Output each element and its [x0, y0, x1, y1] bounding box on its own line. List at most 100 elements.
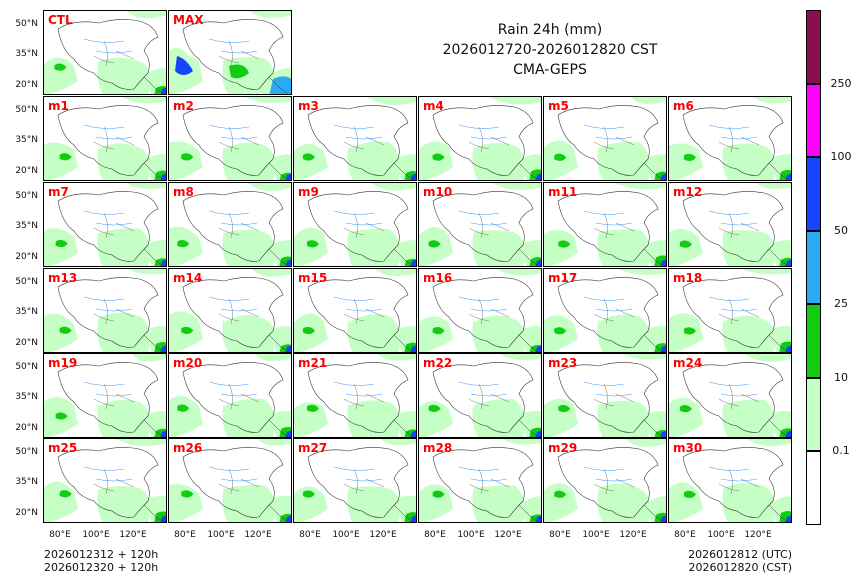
- coastline: [268, 162, 289, 180]
- panel-label: m6: [673, 99, 694, 113]
- heavy-rain-east: [785, 173, 791, 180]
- init-time-cst: 2026012320 + 120h: [44, 561, 159, 574]
- country-outline: [182, 447, 284, 518]
- moderate-rain-west: [181, 326, 194, 334]
- panel-m9: m9: [293, 182, 417, 267]
- moderate-rain-west: [55, 412, 68, 420]
- moderate-rain-west: [302, 326, 315, 335]
- country-outline: [182, 362, 284, 433]
- lat-tick-label: 50°N: [15, 447, 38, 457]
- moderate-rain-west: [554, 327, 567, 335]
- heavy-rain-east: [785, 515, 791, 522]
- colorbar-level-label: 0.1: [832, 444, 850, 458]
- panel-m1: m1: [43, 96, 167, 181]
- rivers: [458, 466, 508, 482]
- rain-area-south: [97, 399, 150, 437]
- moderate-rain-west: [683, 490, 696, 498]
- coastline: [643, 504, 664, 522]
- coastline: [143, 334, 164, 352]
- province-lines: [218, 383, 260, 410]
- rain-area-south: [347, 228, 400, 266]
- province-lines: [468, 298, 510, 325]
- country-outline: [682, 191, 784, 262]
- coastline: [268, 504, 289, 522]
- lat-tick-label: 20°N: [15, 252, 38, 262]
- rain-map: [419, 183, 541, 266]
- moderate-rain-west: [558, 404, 571, 413]
- province-lines: [343, 212, 385, 239]
- lat-tick-label: 50°N: [15, 105, 38, 115]
- moderate-rain-west: [428, 240, 441, 248]
- rain-area-south: [97, 143, 150, 180]
- lon-tick-label: 100°E: [457, 530, 485, 540]
- heavy-rain-east: [535, 259, 541, 266]
- rain-map: [669, 439, 791, 522]
- lat-tick-label: 35°N: [15, 392, 38, 402]
- rivers: [583, 210, 633, 226]
- province-lines: [218, 40, 260, 67]
- heavy-rain-east: [785, 259, 791, 266]
- province-lines: [593, 468, 635, 495]
- lon-tick-label: 100°E: [207, 530, 235, 540]
- rain-area-west: [544, 398, 578, 437]
- country-outline: [682, 277, 784, 348]
- panel-label: m24: [673, 356, 703, 370]
- province-lines: [218, 212, 260, 239]
- rain-area-west: [294, 401, 328, 437]
- province-lines: [593, 212, 635, 239]
- panel-m18: m18: [668, 268, 792, 353]
- lat-tick-label: 35°N: [15, 307, 38, 317]
- moderate-rain-west: [302, 153, 315, 161]
- rivers: [458, 210, 508, 226]
- panel-m15: m15: [293, 268, 417, 353]
- heavy-rain-east: [660, 173, 666, 180]
- rain-area-west: [169, 395, 203, 437]
- rain-map: [544, 439, 666, 522]
- panel-label: m10: [423, 185, 453, 199]
- province-lines: [93, 383, 135, 410]
- moderate-rain-west: [432, 153, 445, 161]
- rain-map: [44, 354, 166, 437]
- valid-time-utc: 2026012812 (UTC): [688, 548, 792, 561]
- heavy-rain-east: [160, 430, 166, 437]
- coastline: [393, 419, 414, 437]
- country-outline: [182, 105, 284, 176]
- chart-title: Rain 24h (mm): [497, 22, 603, 38]
- colorbar-level-label: 250: [830, 76, 852, 90]
- rain-area-north: [126, 183, 166, 189]
- rain-area-north: [255, 354, 291, 362]
- panel-m26: m26: [168, 438, 292, 523]
- panel-label: m12: [673, 185, 703, 199]
- colorbar-segment: [806, 157, 821, 231]
- rivers: [333, 124, 383, 140]
- panel-label: m3: [298, 99, 319, 113]
- rivers: [333, 466, 383, 482]
- rain-area-north: [251, 269, 291, 277]
- rivers: [458, 296, 508, 312]
- rain-map: [544, 97, 666, 180]
- rivers: [333, 296, 383, 312]
- rain-map: [419, 439, 541, 522]
- rain-area-south: [347, 141, 400, 180]
- rain-map: [294, 97, 416, 180]
- rain-area-north: [126, 11, 166, 19]
- rain-area-west: [544, 230, 578, 266]
- rain-area-north: [499, 354, 541, 361]
- province-lines: [468, 383, 510, 410]
- moderate-rain-west: [302, 490, 315, 498]
- rain-area-south: [222, 398, 275, 437]
- rivers: [208, 296, 258, 312]
- rain-area-west: [669, 143, 703, 180]
- rivers: [458, 381, 508, 397]
- rain-area-north: [116, 439, 166, 447]
- rain-area-north: [492, 183, 541, 191]
- country-outline: [57, 19, 159, 90]
- panel-label: m23: [548, 356, 578, 370]
- panel-label: m21: [298, 356, 328, 370]
- country-outline: [682, 447, 784, 518]
- panel-label: m8: [173, 185, 194, 199]
- rain-map: [169, 183, 291, 266]
- colorbar-level-label: 50: [834, 223, 848, 237]
- coastline: [518, 504, 539, 522]
- panel-ctl: CTL: [43, 10, 167, 95]
